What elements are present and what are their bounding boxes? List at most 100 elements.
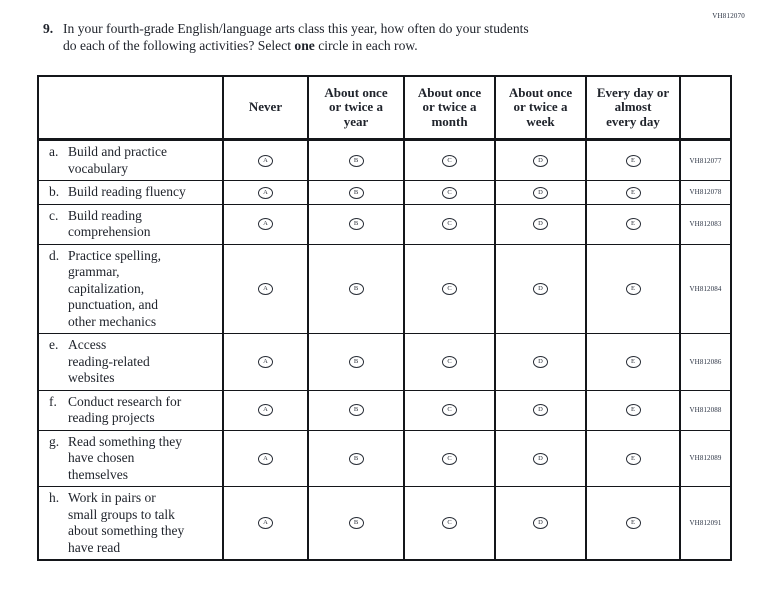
row-letter: d. bbox=[49, 247, 60, 263]
row-text: Build reading fluency bbox=[68, 184, 186, 199]
table-row-b: b. Build reading fluency A B C D E VH812… bbox=[37, 180, 732, 205]
answer-bubble[interactable]: B bbox=[348, 517, 364, 530]
answer-bubble[interactable]: B bbox=[348, 283, 364, 296]
question-text-end: circle in each row. bbox=[314, 38, 418, 53]
cell-g-everyday: E bbox=[585, 429, 681, 487]
answer-bubble[interactable]: E bbox=[625, 283, 641, 296]
question-block: 9. In your fourth-grade English/language… bbox=[43, 20, 655, 54]
answer-bubble[interactable]: D bbox=[533, 517, 548, 530]
answer-bubble[interactable]: D bbox=[533, 452, 548, 465]
row-item-code: VH812083 bbox=[679, 203, 732, 245]
row-stem-e: e. Access reading-related websites bbox=[37, 333, 224, 391]
row-text: Conduct research for reading projects bbox=[68, 393, 182, 426]
cell-f-year: B bbox=[307, 389, 405, 431]
answer-bubble[interactable]: E bbox=[625, 404, 641, 417]
answer-bubble[interactable]: C bbox=[442, 218, 457, 231]
cell-g-month: C bbox=[403, 429, 496, 487]
table-row-h: h. Work in pairs or small groups to talk… bbox=[37, 486, 732, 561]
answer-bubble[interactable]: C bbox=[442, 154, 457, 167]
cell-h-everyday: E bbox=[585, 486, 681, 561]
answer-bubble[interactable]: A bbox=[258, 218, 273, 231]
answer-bubble[interactable]: E bbox=[625, 154, 641, 167]
row-letter: c. bbox=[49, 207, 59, 223]
answer-bubble[interactable]: E bbox=[625, 356, 641, 369]
cell-b-year: B bbox=[307, 180, 405, 205]
question-text-bold-word: one bbox=[294, 38, 315, 53]
row-text: Practice spelling, grammar, capitalizati… bbox=[68, 247, 161, 329]
cell-h-never: A bbox=[222, 486, 309, 561]
cell-a-everyday: E bbox=[585, 139, 681, 181]
answer-bubble[interactable]: B bbox=[348, 154, 364, 167]
cell-g-never: A bbox=[222, 429, 309, 487]
table-row-e: e. Access reading-related websites A B C… bbox=[37, 333, 732, 391]
cell-a-month: C bbox=[403, 139, 496, 181]
answer-bubble[interactable]: B bbox=[348, 186, 364, 199]
question-form-code: VH812070 bbox=[712, 12, 745, 20]
answer-bubble[interactable]: E bbox=[625, 517, 641, 530]
answer-bubble[interactable]: D bbox=[533, 404, 548, 417]
question-number: 9. bbox=[43, 21, 54, 36]
answer-bubble[interactable]: B bbox=[348, 218, 364, 231]
cell-a-never: A bbox=[222, 139, 309, 181]
answer-bubble[interactable]: C bbox=[442, 452, 457, 465]
cell-e-everyday: E bbox=[585, 333, 681, 391]
row-text: Access reading-related websites bbox=[68, 337, 150, 385]
answer-bubble[interactable]: E bbox=[625, 218, 641, 231]
row-letter: f. bbox=[49, 393, 57, 409]
answer-bubble[interactable]: A bbox=[258, 186, 273, 199]
cell-f-week: D bbox=[494, 389, 587, 431]
cell-f-everyday: E bbox=[585, 389, 681, 431]
cell-d-month: C bbox=[403, 243, 496, 334]
cell-f-never: A bbox=[222, 389, 309, 431]
cell-c-everyday: E bbox=[585, 203, 681, 245]
answer-bubble[interactable]: E bbox=[625, 452, 641, 465]
row-item-code: VH812084 bbox=[679, 243, 732, 334]
answer-bubble[interactable]: C bbox=[442, 517, 457, 530]
row-stem-f: f. Conduct research for reading projects bbox=[37, 389, 224, 431]
row-item-code: VH812086 bbox=[679, 333, 732, 391]
answer-bubble[interactable]: B bbox=[348, 452, 364, 465]
cell-e-month: C bbox=[403, 333, 496, 391]
answer-bubble[interactable]: A bbox=[258, 283, 273, 296]
answer-bubble[interactable]: A bbox=[258, 404, 273, 417]
row-item-code: VH812078 bbox=[679, 180, 732, 205]
row-stem-h: h. Work in pairs or small groups to talk… bbox=[37, 486, 224, 561]
row-text: Build reading comprehension bbox=[68, 207, 151, 240]
answer-bubble[interactable]: E bbox=[625, 186, 641, 199]
row-text: Build and practice vocabulary bbox=[68, 144, 167, 176]
answer-bubble[interactable]: A bbox=[258, 517, 273, 530]
header-row: Never About once or twice a year About o… bbox=[37, 76, 732, 141]
frequency-matrix-table: Never About once or twice a year About o… bbox=[37, 75, 732, 561]
answer-bubble[interactable]: A bbox=[258, 452, 273, 465]
table-row-a: a. Build and practice vocabulary A B C D… bbox=[37, 139, 732, 181]
answer-bubble[interactable]: A bbox=[258, 154, 273, 167]
row-text: Read something they have chosen themselv… bbox=[68, 433, 182, 482]
answer-bubble[interactable]: B bbox=[348, 356, 364, 369]
cell-b-week: D bbox=[494, 180, 587, 205]
cell-a-year: B bbox=[307, 139, 405, 181]
row-letter: a. bbox=[49, 144, 59, 159]
header-col-once-twice-year: About once or twice a year bbox=[307, 76, 405, 141]
answer-bubble[interactable]: D bbox=[533, 186, 548, 199]
cell-g-week: D bbox=[494, 429, 587, 487]
answer-bubble[interactable]: A bbox=[258, 356, 273, 369]
answer-bubble[interactable]: B bbox=[348, 404, 364, 417]
header-col-never: Never bbox=[222, 76, 309, 141]
answer-bubble[interactable]: D bbox=[533, 154, 548, 167]
answer-bubble[interactable]: D bbox=[533, 218, 548, 231]
cell-h-week: D bbox=[494, 486, 587, 561]
answer-bubble[interactable]: C bbox=[442, 356, 457, 369]
answer-bubble[interactable]: C bbox=[442, 283, 457, 296]
answer-bubble[interactable]: C bbox=[442, 404, 457, 417]
cell-c-never: A bbox=[222, 203, 309, 245]
cell-c-year: B bbox=[307, 203, 405, 245]
answer-bubble[interactable]: D bbox=[533, 356, 548, 369]
row-item-code: VH812089 bbox=[679, 429, 732, 487]
answer-bubble[interactable]: D bbox=[533, 283, 548, 296]
question-text-start: In your fourth-grade English/language ar… bbox=[63, 21, 529, 53]
header-stem-blank bbox=[37, 76, 224, 141]
row-letter: h. bbox=[49, 490, 60, 505]
cell-d-year: B bbox=[307, 243, 405, 334]
answer-bubble[interactable]: C bbox=[442, 186, 457, 199]
